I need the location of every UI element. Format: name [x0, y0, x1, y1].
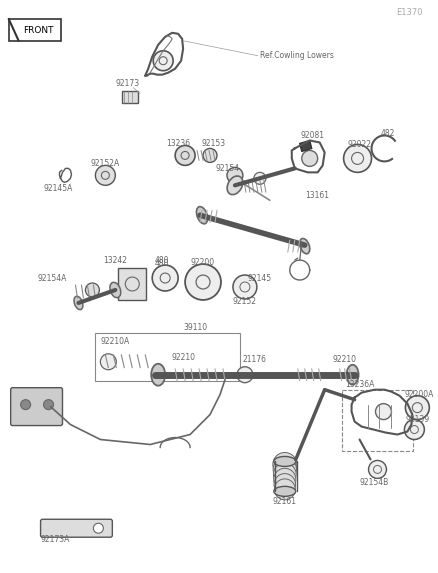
- Ellipse shape: [151, 364, 165, 386]
- Circle shape: [302, 151, 318, 166]
- Ellipse shape: [197, 207, 208, 224]
- Text: 92153: 92153: [202, 139, 226, 148]
- Ellipse shape: [274, 486, 296, 496]
- Text: 92161: 92161: [273, 497, 297, 506]
- Text: 92139: 92139: [405, 415, 429, 424]
- Text: 13161: 13161: [306, 191, 330, 200]
- Text: 92210: 92210: [171, 354, 195, 362]
- Text: FRONT: FRONT: [23, 26, 54, 36]
- Text: 92173A: 92173A: [41, 535, 70, 544]
- Polygon shape: [300, 140, 312, 151]
- Text: E1370: E1370: [396, 9, 423, 17]
- Text: 92154A: 92154A: [38, 273, 67, 282]
- Text: 92210A: 92210A: [101, 337, 130, 346]
- Text: 13236: 13236: [166, 139, 190, 148]
- FancyBboxPatch shape: [122, 91, 138, 103]
- Circle shape: [273, 458, 297, 481]
- Circle shape: [95, 166, 115, 185]
- Circle shape: [343, 144, 371, 172]
- Circle shape: [274, 468, 296, 490]
- FancyBboxPatch shape: [9, 19, 60, 41]
- Text: 92200: 92200: [191, 258, 215, 266]
- Text: 92081: 92081: [301, 131, 325, 140]
- Circle shape: [274, 479, 295, 500]
- Circle shape: [233, 275, 257, 299]
- Circle shape: [404, 419, 424, 439]
- Circle shape: [368, 461, 386, 478]
- Circle shape: [203, 148, 217, 162]
- Circle shape: [43, 399, 53, 410]
- Text: 92154: 92154: [216, 164, 240, 173]
- Circle shape: [85, 283, 99, 297]
- Text: 480: 480: [155, 258, 170, 268]
- Text: 480: 480: [155, 256, 170, 265]
- Text: 92173: 92173: [115, 79, 139, 88]
- Text: 92145: 92145: [248, 273, 272, 282]
- FancyBboxPatch shape: [11, 388, 63, 426]
- Text: 92022: 92022: [347, 140, 371, 149]
- Circle shape: [375, 403, 392, 419]
- Ellipse shape: [74, 296, 83, 309]
- Circle shape: [100, 354, 117, 370]
- Circle shape: [406, 395, 429, 419]
- Text: 92152A: 92152A: [91, 159, 120, 168]
- Circle shape: [175, 146, 195, 166]
- FancyBboxPatch shape: [41, 519, 112, 537]
- Ellipse shape: [346, 365, 359, 384]
- Circle shape: [153, 51, 173, 70]
- Circle shape: [273, 463, 296, 486]
- Ellipse shape: [274, 457, 296, 466]
- Circle shape: [185, 264, 221, 300]
- Circle shape: [227, 167, 243, 183]
- Text: 92200A: 92200A: [405, 390, 434, 399]
- Ellipse shape: [110, 282, 121, 298]
- Text: Ref.Cowling Lowers: Ref.Cowling Lowers: [260, 51, 334, 60]
- Circle shape: [254, 172, 266, 185]
- Text: 92145A: 92145A: [44, 184, 73, 193]
- Ellipse shape: [227, 176, 243, 195]
- FancyBboxPatch shape: [118, 268, 146, 300]
- Text: 21176: 21176: [243, 355, 267, 364]
- Circle shape: [21, 399, 31, 410]
- Circle shape: [237, 367, 253, 383]
- Text: 13242: 13242: [103, 256, 127, 265]
- Circle shape: [152, 265, 178, 291]
- Text: 92210: 92210: [332, 355, 357, 364]
- Circle shape: [273, 453, 297, 476]
- Circle shape: [93, 523, 103, 533]
- Text: 92152: 92152: [233, 297, 257, 307]
- Text: 39110: 39110: [183, 323, 207, 332]
- Ellipse shape: [300, 238, 310, 254]
- Text: 92154B: 92154B: [360, 478, 389, 487]
- Text: 482: 482: [380, 129, 395, 138]
- Circle shape: [274, 474, 296, 495]
- Text: 13236A: 13236A: [345, 380, 374, 389]
